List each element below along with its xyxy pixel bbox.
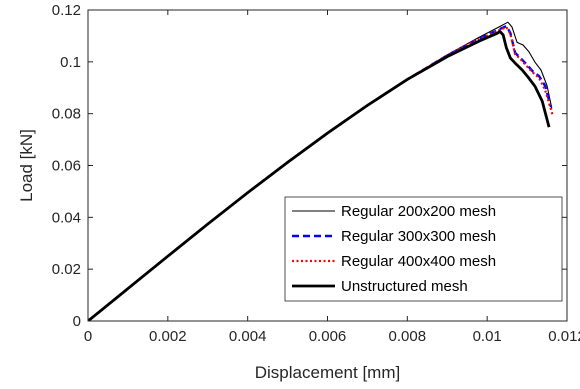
legend-box xyxy=(284,196,563,302)
y-tick-label: 0.06 xyxy=(52,158,81,175)
y-tick-label: 0.04 xyxy=(52,209,81,226)
legend-label-2: Regular 300x300 mesh xyxy=(341,228,496,245)
legend-label-1: Regular 200x200 mesh xyxy=(341,203,496,220)
x-tick-label: 0.002 xyxy=(149,328,187,345)
series-line-4 xyxy=(88,30,551,321)
y-axis-label: Load [kN] xyxy=(17,129,36,202)
x-tick-label: 0.006 xyxy=(309,328,347,345)
x-tick-label: 0 xyxy=(84,328,92,345)
x-axis-label: Displacement [mm] xyxy=(255,363,400,382)
series-line-3 xyxy=(88,26,555,321)
y-tick-label: 0.1 xyxy=(60,54,81,71)
legend: Regular 200x200 mesh Regular 300x300 mesh… xyxy=(284,196,563,302)
y-tick-label: 0.02 xyxy=(52,261,81,278)
y-tick-label: 0.08 xyxy=(52,106,81,123)
x-tick-label: 0.008 xyxy=(389,328,427,345)
plot-area xyxy=(88,21,555,321)
x-tick-label: 0.01 xyxy=(473,328,502,345)
y-tick-label: 0 xyxy=(73,313,81,330)
legend-label-4: Unstructured mesh xyxy=(341,278,468,295)
legend-label-3: Regular 400x400 mesh xyxy=(341,253,496,270)
axes: 0 0.002 0.004 0.006 0.008 0.01 0.012 0 0.02 0.04 0… xyxy=(17,2,580,382)
y-tick-label: 0.12 xyxy=(52,2,81,19)
x-tick-label: 0.004 xyxy=(229,328,267,345)
x-tick-label: 0.012 xyxy=(548,328,580,345)
